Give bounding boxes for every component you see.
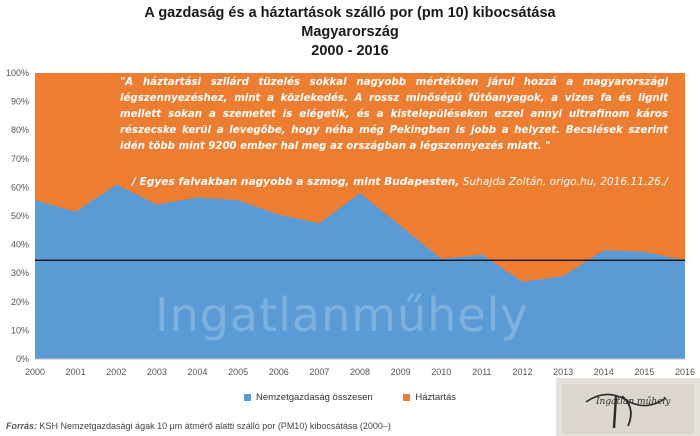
- x-tick-label-2007: 2007: [309, 367, 329, 377]
- y-tick-label-5: 50%: [11, 211, 29, 221]
- title-line-2: Magyarország: [301, 24, 399, 40]
- y-tick-label-0: 0%: [16, 354, 29, 364]
- x-tick-label-2008: 2008: [350, 367, 370, 377]
- y-tick-label-6: 60%: [11, 182, 29, 192]
- x-tick-label-2016: 2016: [675, 367, 695, 377]
- watermark: Ingatlanműhely: [155, 288, 529, 342]
- area-economy: [35, 184, 685, 359]
- legend-item-household: Háztartás: [403, 392, 456, 403]
- x-tick-label-2009: 2009: [391, 367, 411, 377]
- y-tick-label-4: 40%: [11, 240, 29, 250]
- legend-label-household: Háztartás: [415, 392, 456, 403]
- x-tick-label-2001: 2001: [66, 367, 86, 377]
- legend: Nemzetgazdaság összesen Háztartás: [0, 392, 700, 404]
- y-tick-label-10: 100%: [6, 68, 29, 78]
- x-tick-label-2011: 2011: [472, 367, 491, 377]
- x-tick-label-2015: 2015: [634, 367, 654, 377]
- x-tick-label-2012: 2012: [512, 367, 532, 377]
- chart-title: A gazdaság és a háztartások szálló por (…: [0, 4, 700, 61]
- legend-item-economy: Nemzetgazdaság összesen: [243, 392, 373, 403]
- y-tick-label-2: 20%: [11, 297, 29, 307]
- x-tick-label-2004: 2004: [187, 367, 207, 377]
- x-tick-label-2002: 2002: [106, 367, 126, 377]
- x-tick-label-2005: 2005: [228, 367, 248, 377]
- x-tick-label-2000: 2000: [25, 367, 45, 377]
- title-line-1: A gazdaság és a háztartások szálló por (…: [144, 5, 556, 21]
- quote-source-headline: / Egyes falvakban nagyobb a szmog, mint …: [132, 176, 460, 188]
- y-tick-label-8: 80%: [11, 125, 29, 135]
- y-tick-label-3: 30%: [11, 268, 29, 278]
- x-tick-label-2010: 2010: [431, 367, 451, 377]
- legend-label-economy: Nemzetgazdaság összesen: [255, 392, 373, 403]
- x-tick-label-2013: 2013: [553, 367, 573, 377]
- x-tick-label-2003: 2003: [147, 367, 167, 377]
- title-line-3: 2000 - 2016: [311, 43, 389, 59]
- source-note: Forrás: KSH Nemzetgazdasági ágak 10 μm á…: [6, 421, 391, 431]
- x-tick-label-2014: 2014: [594, 367, 614, 377]
- y-tick-label-1: 10%: [11, 325, 29, 335]
- source-label: Forrás:: [6, 421, 38, 431]
- logo-text: Ingatlan műhely: [595, 396, 671, 407]
- quote-text: "A háztartási szilárd tüzelés sokkal nag…: [120, 77, 668, 152]
- y-tick-label-9: 90%: [11, 97, 29, 107]
- ingatlanmuhely-logo: Ingatlan műhely: [556, 378, 700, 436]
- y-tick-label-7: 70%: [11, 154, 29, 164]
- quote-source-author: Suhajda Zoltán, origo.hu, 2016.11.26./: [459, 176, 668, 188]
- legend-swatch-economy: [243, 394, 251, 401]
- legend-swatch-household: [403, 394, 411, 401]
- quote-source: / Egyes falvakban nagyobb a szmog, mint …: [132, 176, 692, 188]
- x-tick-label-2006: 2006: [269, 367, 289, 377]
- source-text: KSH Nemzetgazdasági ágak 10 μm átmérő al…: [37, 421, 391, 431]
